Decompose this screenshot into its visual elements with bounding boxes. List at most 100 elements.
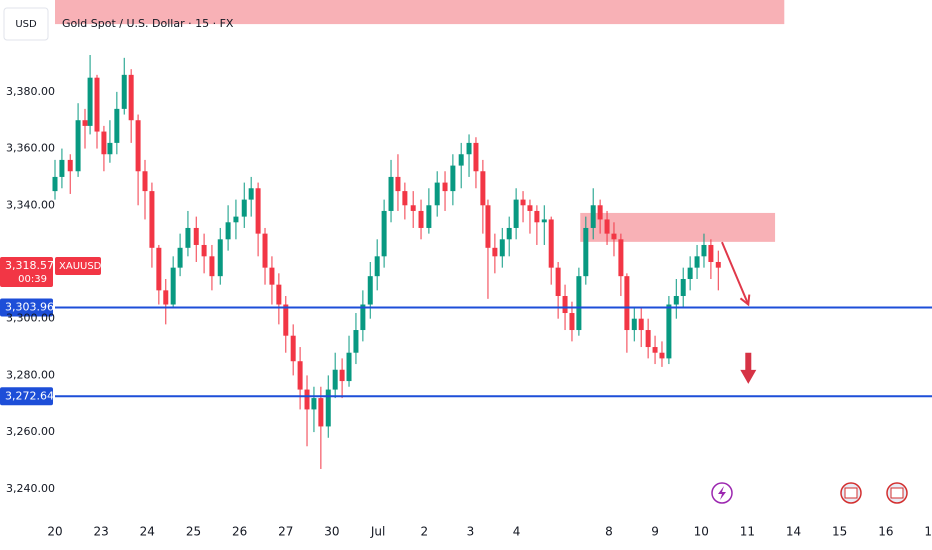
candle-body — [170, 267, 176, 305]
candle-body — [694, 256, 700, 268]
candle-body — [332, 369, 338, 390]
candle-body — [209, 256, 215, 277]
x-tick-label: 16 — [878, 525, 893, 539]
symbol-label: XAUUSD — [59, 261, 102, 272]
flag — [844, 487, 858, 499]
candle-body — [520, 199, 526, 206]
currency: USD — [15, 19, 37, 30]
candle-body — [163, 290, 169, 305]
candle-body — [562, 296, 568, 314]
x-tick-label: 20 — [47, 525, 62, 539]
y-tick-label: 3,260.00 — [6, 425, 55, 438]
candle-body — [156, 247, 162, 291]
candle-body — [128, 74, 134, 121]
candle-body — [374, 256, 380, 277]
last-price-box — [0, 257, 53, 288]
zones — [55, 0, 785, 242]
y-tick-label: 3,340.00 — [6, 198, 55, 211]
overlay: 3,303.96 3,272.64 3,318.57 00:39 XAUUSD — [0, 241, 932, 406]
candle-body — [687, 267, 693, 279]
candle-body — [434, 182, 440, 206]
candle-body — [590, 205, 596, 228]
x-tick-label: Jul — [370, 525, 385, 539]
candle-body — [135, 120, 141, 172]
candle-body — [75, 120, 81, 172]
x-tick-label: 15 — [832, 525, 847, 539]
zone — [55, 0, 785, 25]
candle-body — [701, 244, 707, 257]
y-tick-label: 3,380.00 — [6, 85, 55, 98]
candle-body — [418, 210, 424, 228]
candle-body — [346, 352, 352, 382]
level-label-box — [0, 387, 53, 406]
candle-body — [499, 239, 505, 257]
candle-body — [52, 176, 58, 192]
candle-body — [381, 210, 387, 257]
candle-body — [395, 176, 401, 192]
candle-body — [142, 171, 148, 192]
flag — [890, 487, 904, 499]
x-tick-label: 27 — [278, 525, 293, 539]
candle-body — [604, 219, 610, 234]
lightning — [718, 486, 726, 500]
candle-body — [645, 330, 651, 348]
candle-body — [217, 239, 223, 277]
candle-body — [201, 244, 207, 257]
candle-body — [255, 188, 261, 234]
candle-body — [67, 159, 73, 172]
candle-body — [276, 284, 282, 305]
x-tick-label: 3 — [467, 525, 475, 539]
candle-body — [185, 227, 191, 248]
level-label-box — [0, 298, 53, 317]
x-tick-label: 17 — [924, 525, 932, 539]
candle-body — [121, 74, 127, 109]
currency-box[interactable] — [3, 7, 49, 41]
candle-body — [680, 278, 686, 297]
candle-body — [426, 205, 432, 228]
level-label: 3,303.96 — [5, 300, 54, 313]
symbol-box — [55, 257, 101, 276]
candle-body — [548, 219, 554, 268]
arrow-head — [739, 294, 751, 307]
candle-body — [618, 239, 624, 277]
candle-body — [225, 222, 231, 240]
candle-body — [402, 191, 408, 206]
candle-body — [506, 227, 512, 240]
candle-body — [708, 244, 714, 262]
candle-body — [597, 205, 603, 220]
candle-body — [262, 233, 268, 268]
candle-body — [193, 227, 199, 245]
candle-body — [233, 216, 239, 223]
y-tick-label: 3,300.00 — [6, 312, 55, 325]
candle-body — [283, 304, 289, 336]
candle-body — [107, 142, 113, 155]
candle-body — [473, 142, 479, 172]
candle-body — [149, 191, 155, 248]
x-tick-label: 9 — [651, 525, 659, 539]
candle-body — [485, 205, 491, 248]
candle-body — [666, 304, 672, 359]
candle-body — [269, 267, 275, 285]
candle-body — [442, 182, 448, 192]
candle-body — [555, 267, 561, 297]
candle-body — [241, 199, 247, 217]
x-tick-label: 24 — [140, 525, 155, 539]
candle-body — [94, 77, 100, 132]
candle-body — [513, 199, 519, 228]
candle-body — [659, 352, 665, 359]
candle-body — [177, 247, 183, 268]
x-tick-label: 8 — [605, 525, 613, 539]
candle-body — [87, 77, 93, 126]
y-tick-label: 3,360.00 — [6, 142, 55, 155]
x-tick-label: 4 — [513, 525, 521, 539]
candle-body — [673, 296, 679, 305]
candle-body — [325, 389, 331, 427]
arrow — [740, 352, 757, 384]
x-tick-label: 30 — [324, 525, 339, 539]
candle-body — [353, 330, 359, 353]
arrow — [721, 241, 750, 305]
y-tick-label: 3,280.00 — [6, 368, 55, 381]
candle-body — [297, 361, 303, 390]
x-tick-label: 2 — [420, 525, 428, 539]
